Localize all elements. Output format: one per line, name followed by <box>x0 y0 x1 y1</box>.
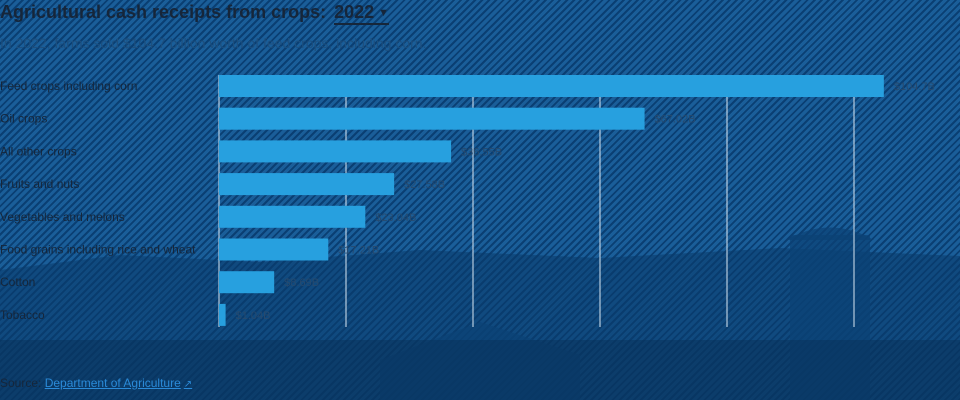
category-label: All other crops <box>0 144 77 158</box>
data-label: $36.55B <box>461 146 502 158</box>
data-label: $27.58B <box>404 179 445 191</box>
category-label: Feed crops including corn <box>0 79 137 93</box>
bar[interactable] <box>219 205 366 228</box>
category-label: Fruits and nuts <box>0 177 79 191</box>
data-label: $23.04B <box>375 212 416 224</box>
bar[interactable] <box>219 303 226 326</box>
data-label: $1.04B <box>236 310 271 322</box>
data-label: $67.02B <box>655 114 696 126</box>
year-dropdown[interactable]: 2022 ▼ <box>334 2 390 25</box>
source-link[interactable]: Department of Agriculture ↗ <box>44 376 193 390</box>
source-label: Source: <box>0 376 42 390</box>
bar[interactable] <box>219 238 329 261</box>
source-note: Source: Department of Agriculture ↗ <box>0 376 192 390</box>
data-label: $104.7B <box>894 81 935 93</box>
chart-subtitle: In 2022, farms sold $104.7 billion worth… <box>0 35 427 51</box>
category-label: Cotton <box>0 275 35 289</box>
category-label: Food grains including rice and wheat <box>0 243 196 257</box>
chart-header: Agricultural cash receipts from crops: 2… <box>0 2 426 51</box>
external-link-icon: ↗ <box>183 379 193 390</box>
chart-title: Agricultural cash receipts from crops: <box>0 2 327 22</box>
category-label: Vegetables and melons <box>0 210 125 224</box>
bar[interactable] <box>219 271 275 294</box>
bar[interactable] <box>219 75 884 97</box>
year-dropdown-value: 2022 <box>334 2 375 22</box>
bar[interactable] <box>219 140 452 163</box>
data-label: $8.69B <box>284 277 319 289</box>
chevron-down-icon: ▼ <box>378 6 390 19</box>
category-label: Tobacco <box>0 308 45 322</box>
category-label: Oil crops <box>0 112 47 126</box>
bar[interactable] <box>219 173 395 196</box>
data-label: $17.21B <box>338 245 379 257</box>
bar[interactable] <box>219 107 645 130</box>
